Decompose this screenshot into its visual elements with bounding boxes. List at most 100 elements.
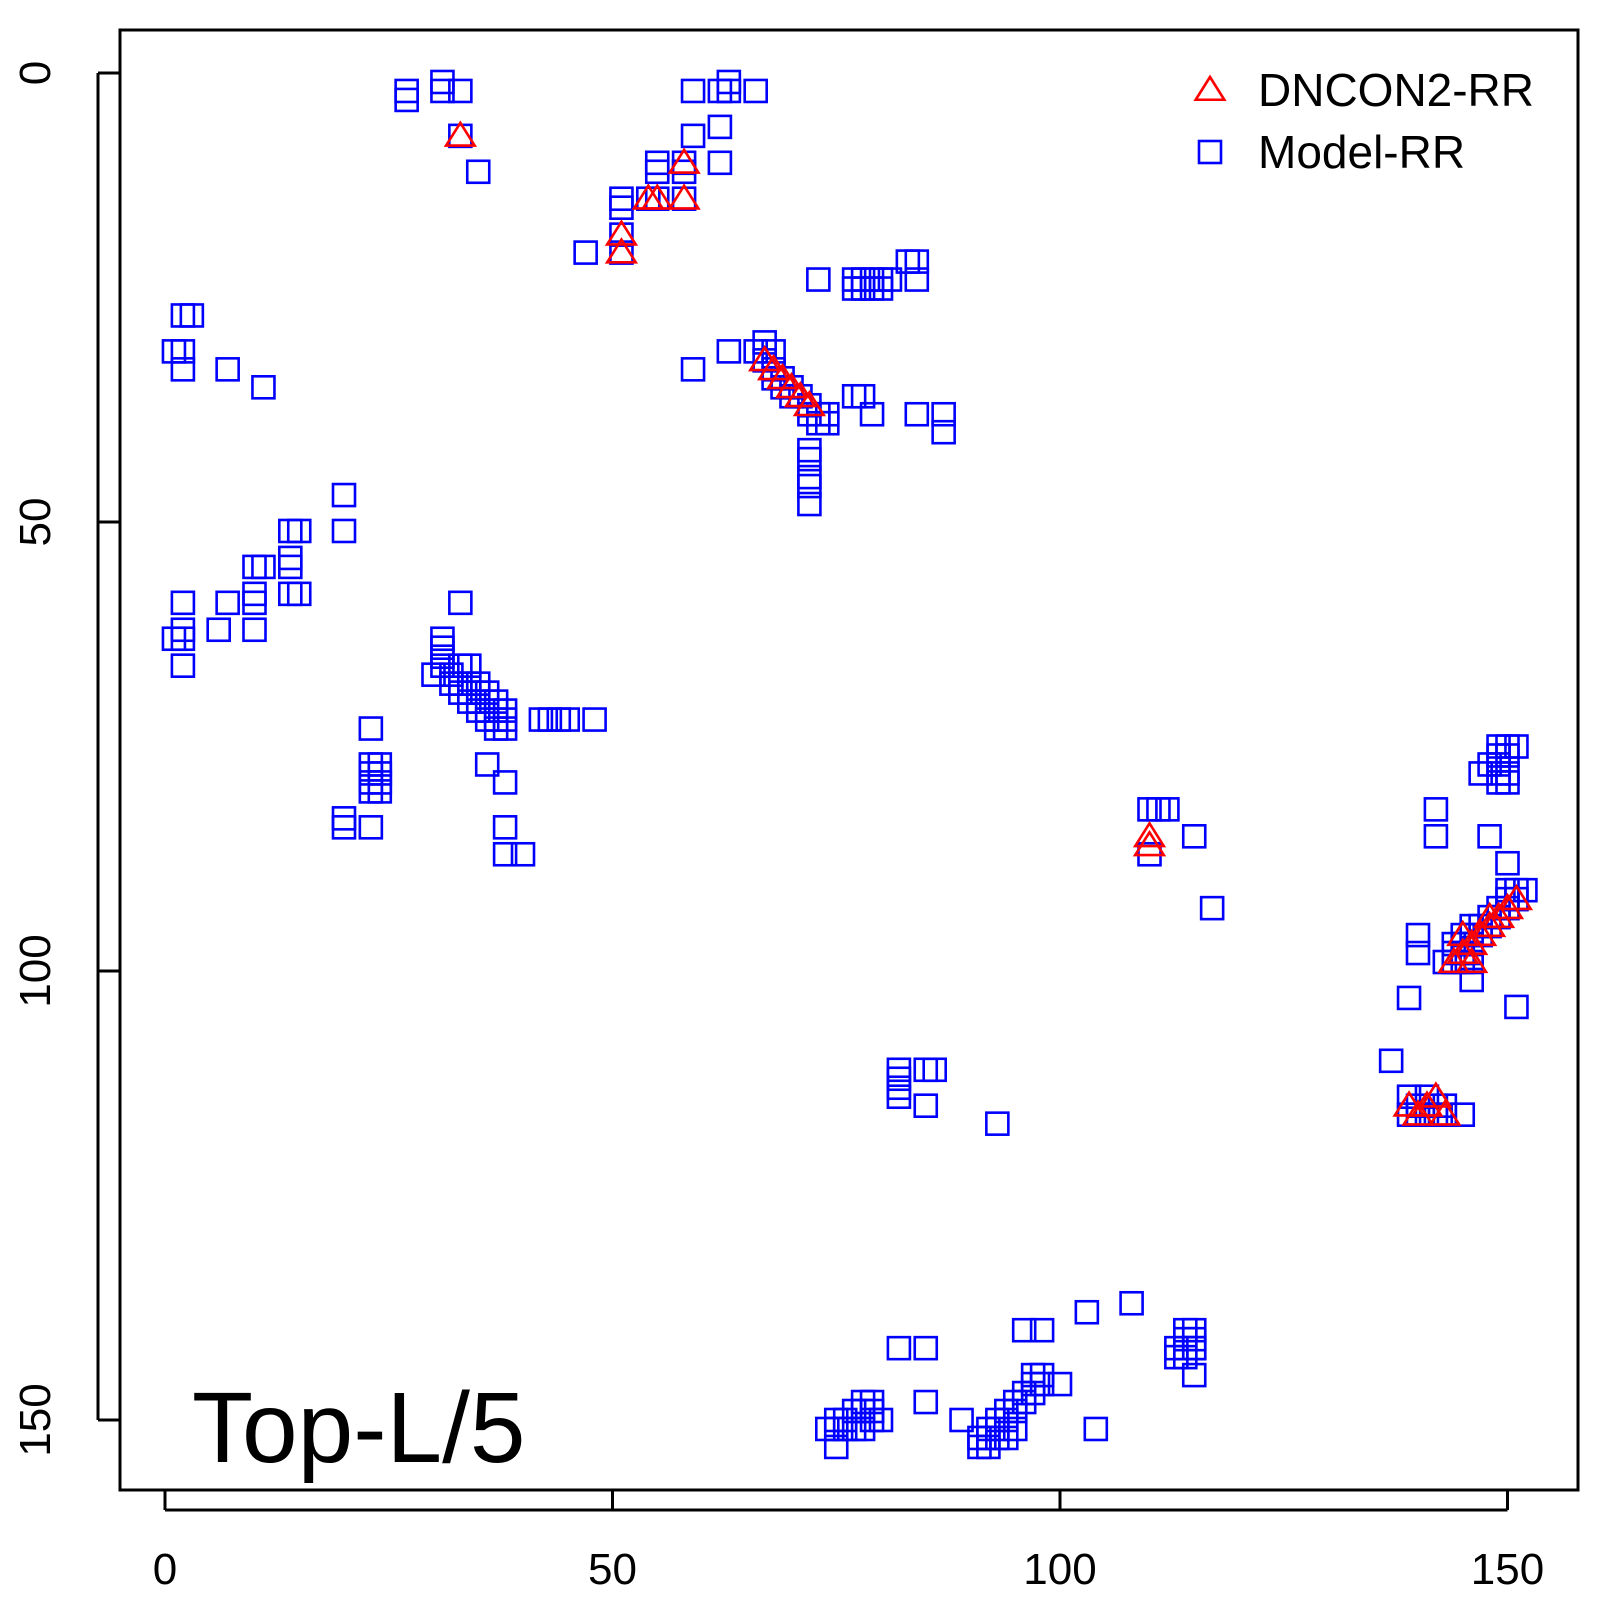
data-point-square <box>976 1434 1001 1460</box>
data-point-square <box>573 240 598 265</box>
legend: DNCON2-RR Model-RR <box>1193 64 1534 178</box>
axes-layer: 0 50 100 150 0 50 100 150 <box>11 61 1544 1594</box>
y-tick-label: 100 <box>11 934 60 1007</box>
data-point-square <box>806 267 831 292</box>
data-point-square <box>886 1084 912 1110</box>
x-tick-label: 100 <box>1023 1545 1096 1594</box>
data-point-square <box>716 339 742 364</box>
legend-item: Model-RR <box>1197 126 1465 178</box>
data-point-triangle <box>1401 1099 1435 1126</box>
data-point-square <box>1155 797 1180 822</box>
data-point-square <box>1396 985 1422 1011</box>
data-point-square <box>886 1335 912 1361</box>
data-point-square <box>1504 734 1529 759</box>
data-point-square <box>1029 1317 1055 1343</box>
plot-frame <box>118 28 1580 1492</box>
data-point-square <box>904 401 930 427</box>
data-point-square <box>555 707 581 732</box>
data-point-square <box>680 357 706 382</box>
data-point-square <box>492 716 518 741</box>
data-point-square <box>1495 770 1520 795</box>
data-point-square <box>430 653 455 678</box>
data-point-square <box>680 78 706 104</box>
data-point-triangle <box>667 183 701 210</box>
data-point-square <box>1181 1335 1207 1361</box>
data-point-triangle <box>1132 820 1167 848</box>
data-point-square <box>421 662 446 687</box>
data-point-square <box>277 554 303 580</box>
data-point-square <box>850 1416 876 1442</box>
legend-item: DNCON2-RR <box>1193 64 1534 116</box>
data-point-triangle <box>1455 928 1489 956</box>
data-point-square <box>358 815 384 840</box>
data-point-square <box>985 1111 1010 1136</box>
data-point-square <box>430 78 455 104</box>
series-dncon2-rr <box>443 120 1534 1126</box>
data-point-square <box>448 78 473 104</box>
legend-triangle-icon <box>1193 74 1227 102</box>
legend-label: Model-RR <box>1258 126 1465 178</box>
data-point-square <box>922 1057 948 1083</box>
data-point-square <box>1011 1389 1037 1415</box>
data-point-square <box>1423 797 1449 822</box>
data-point-square <box>358 716 384 741</box>
data-point-triangle <box>1490 892 1525 920</box>
data-point-square <box>465 159 491 185</box>
y-tick-label: 50 <box>11 498 60 547</box>
data-point-square <box>170 357 196 382</box>
data-point-square <box>510 841 536 867</box>
x-tick-label: 50 <box>588 1545 637 1594</box>
data-point-square <box>680 123 706 149</box>
data-point-square <box>1083 1416 1109 1442</box>
data-point-square <box>1396 1084 1422 1110</box>
data-point-square <box>448 590 473 616</box>
data-point-square <box>913 1335 939 1361</box>
data-point-square <box>215 357 240 382</box>
data-point-square <box>707 150 733 176</box>
data-point-square <box>582 707 607 732</box>
data-point-square <box>859 1389 885 1415</box>
data-point-square <box>251 374 276 400</box>
data-point-square <box>913 1093 939 1118</box>
data-point-square <box>1459 967 1484 993</box>
panel-annotation: Top-L/5 <box>192 1372 526 1484</box>
data-point-square <box>170 653 196 678</box>
data-point-square <box>1495 743 1520 768</box>
data-point-square <box>993 1425 1019 1451</box>
data-point-triangle <box>604 219 639 246</box>
data-point-square <box>1173 1344 1198 1370</box>
data-point-square <box>743 78 769 104</box>
data-point-square <box>823 1434 849 1460</box>
data-point-triangle <box>1499 883 1534 911</box>
data-point-square <box>331 518 357 544</box>
data-point-square <box>1011 1317 1037 1343</box>
data-point-square <box>492 770 518 795</box>
points-layer <box>161 69 1538 1460</box>
data-point-square <box>286 518 312 544</box>
data-point-triangle <box>1419 1081 1453 1108</box>
data-point-triangle <box>667 147 701 174</box>
data-point-square <box>1405 940 1431 966</box>
x-tick-label: 150 <box>1471 1545 1544 1594</box>
data-point-square <box>215 590 240 616</box>
data-point-square <box>1020 1380 1046 1406</box>
data-point-square <box>1504 994 1529 1020</box>
data-point-square <box>1119 1290 1144 1316</box>
data-point-square <box>644 159 670 185</box>
data-point-square <box>1181 823 1207 849</box>
data-point-triangle <box>1428 1099 1462 1126</box>
data-point-square <box>949 1407 974 1433</box>
data-point-square <box>1199 895 1225 921</box>
data-point-square <box>1423 823 1449 849</box>
data-point-square <box>206 617 231 643</box>
data-point-square <box>170 339 196 364</box>
data-point-square <box>904 267 930 292</box>
data-point-square <box>1405 922 1431 948</box>
data-point-square <box>797 446 822 472</box>
data-point-triangle <box>1132 829 1167 857</box>
data-point-square <box>1378 1048 1404 1074</box>
x-tick-label: 0 <box>153 1545 177 1594</box>
data-point-triangle <box>1472 910 1507 938</box>
data-point-square <box>752 330 777 355</box>
data-point-square <box>286 581 312 607</box>
